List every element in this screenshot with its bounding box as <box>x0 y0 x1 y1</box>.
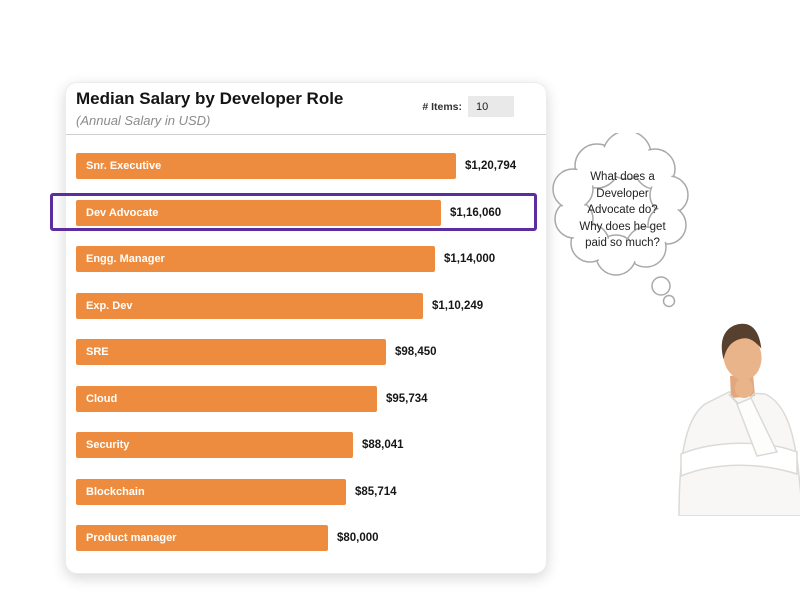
thinking-man-image <box>678 323 800 516</box>
salary-bar[interactable]: Blockchain <box>76 478 346 505</box>
items-label: # Items: <box>422 100 462 113</box>
bar-value-label: $80,000 <box>337 532 379 544</box>
bar-category-label: SRE <box>86 346 109 358</box>
chart-title: Median Salary by Developer Role <box>76 89 344 108</box>
bar-category-label: Product manager <box>86 532 177 544</box>
salary-bar[interactable]: Dev Advocate <box>76 199 441 226</box>
salary-bar[interactable]: Security <box>76 432 353 458</box>
thought-line: What does a <box>590 171 655 183</box>
salary-bar[interactable]: SRE <box>76 339 386 365</box>
bar-category-label: Cloud <box>86 392 118 405</box>
chart-row: Engg. Manager $1,14,000 <box>76 246 540 272</box>
salary-bar[interactable]: Exp. Dev <box>76 292 423 319</box>
thought-trail-bubbles <box>651 276 676 308</box>
thought-bubble-text: What does a Developer Advocate do? Why d… <box>560 169 685 252</box>
bar-value-label: $1,14,000 <box>444 253 496 265</box>
header-divider <box>66 134 546 135</box>
chart-subtitle: (Annual Salary in USD) <box>76 113 211 128</box>
bar-value-label: $88,041 <box>362 439 404 451</box>
bar-value-label: $85,714 <box>355 485 397 498</box>
bar-category-label: Engg. Manager <box>86 253 165 265</box>
bar-category-label: Dev Advocate <box>86 206 159 219</box>
chart-row: Product manager $80,000 <box>76 525 540 551</box>
thought-line: Developer <box>596 187 649 200</box>
items-count-field[interactable]: 10 <box>468 96 514 117</box>
chart-row: Blockchain $85,714 <box>76 478 540 505</box>
bar-category-label: Snr. Executive <box>86 160 162 172</box>
bar-category-label: Security <box>86 439 130 451</box>
chart-row: SRE $98,450 <box>76 339 540 365</box>
chart-row: Cloud $95,734 <box>76 385 540 412</box>
salary-bar[interactable]: Product manager <box>76 525 328 551</box>
chart-card: Median Salary by Developer Role (Annual … <box>65 82 547 574</box>
bar-category-label: Blockchain <box>86 485 145 498</box>
chart-row: Exp. Dev $1,10,249 <box>76 292 540 319</box>
salary-bar[interactable]: Cloud <box>76 385 377 412</box>
bar-value-label: $1,10,249 <box>432 299 484 312</box>
chart-row: Security $88,041 <box>76 432 540 458</box>
chart-row: Snr. Executive $1,20,794 <box>76 153 540 179</box>
thought-line: Advocate do? <box>587 204 658 216</box>
bar-value-label: $95,734 <box>386 392 428 405</box>
bar-value-label: $1,20,794 <box>465 160 517 172</box>
bar-category-label: Exp. Dev <box>86 299 133 312</box>
chart-row: Dev Advocate $1,16,060 <box>76 199 540 226</box>
bar-value-label: $1,16,060 <box>450 206 502 219</box>
thought-line: Why does he get <box>579 220 666 233</box>
thought-line: paid so much? <box>585 237 660 249</box>
salary-bar[interactable]: Engg. Manager <box>76 246 435 272</box>
bar-value-label: $98,450 <box>395 346 437 358</box>
items-control: # Items: 10 <box>422 96 514 117</box>
salary-bar[interactable]: Snr. Executive <box>76 153 456 179</box>
thought-cloud <box>552 133 689 308</box>
chart-rows: Snr. Executive $1,20,794 Dev Advocate $1,16… <box>76 153 540 572</box>
